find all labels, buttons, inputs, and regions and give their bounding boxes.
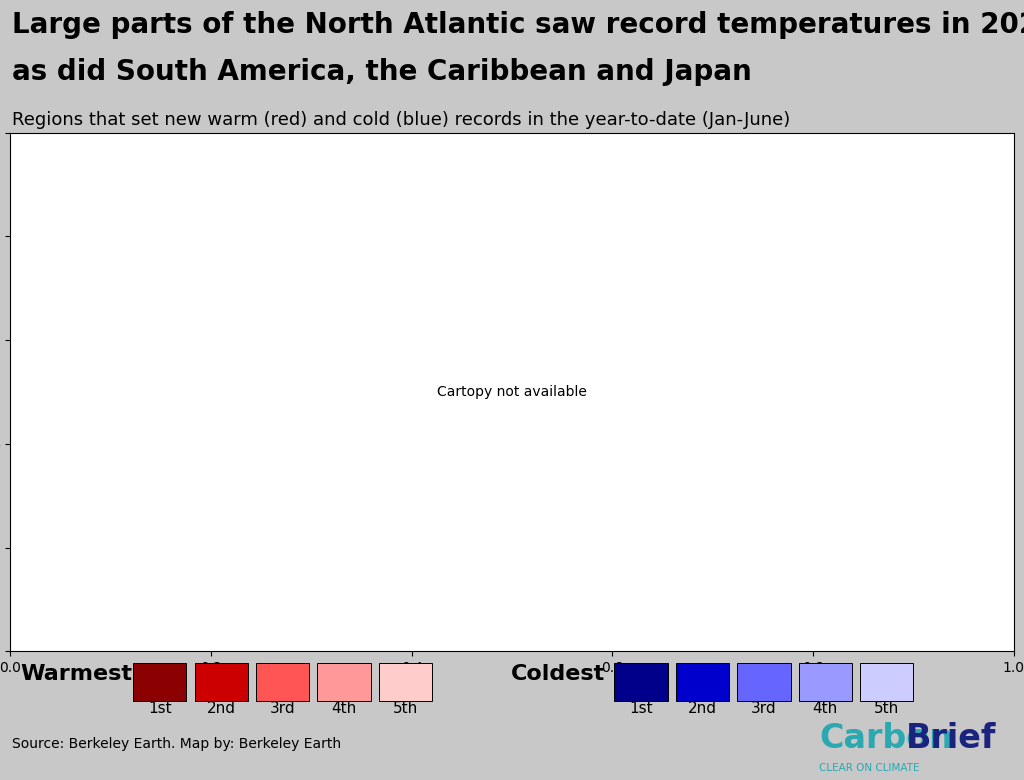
Text: 1st: 1st xyxy=(629,701,653,716)
Text: Warmest: Warmest xyxy=(20,664,133,684)
FancyBboxPatch shape xyxy=(317,662,371,701)
Text: Cartopy not available: Cartopy not available xyxy=(437,385,587,399)
Text: Brief: Brief xyxy=(906,722,996,755)
Text: 2nd: 2nd xyxy=(688,701,717,716)
Text: as did South America, the Caribbean and Japan: as did South America, the Caribbean and … xyxy=(12,58,752,87)
Text: Regions that set new warm (red) and cold (blue) records in the year-to-date (Jan: Regions that set new warm (red) and cold… xyxy=(12,112,791,129)
FancyBboxPatch shape xyxy=(737,662,791,701)
Text: Large parts of the North Atlantic saw record temperatures in 2023,: Large parts of the North Atlantic saw re… xyxy=(12,11,1024,38)
Text: 3rd: 3rd xyxy=(751,701,777,716)
Text: 1st: 1st xyxy=(147,701,172,716)
Text: 2nd: 2nd xyxy=(207,701,236,716)
FancyBboxPatch shape xyxy=(614,662,668,701)
FancyBboxPatch shape xyxy=(379,662,432,701)
FancyBboxPatch shape xyxy=(676,662,729,701)
Text: 5th: 5th xyxy=(874,701,899,716)
Text: 4th: 4th xyxy=(332,701,356,716)
FancyBboxPatch shape xyxy=(195,662,248,701)
FancyBboxPatch shape xyxy=(860,662,913,701)
Text: Carbon: Carbon xyxy=(819,722,953,755)
Text: 3rd: 3rd xyxy=(269,701,296,716)
Text: 5th: 5th xyxy=(393,701,418,716)
FancyBboxPatch shape xyxy=(799,662,852,701)
Text: CLEAR ON CLIMATE: CLEAR ON CLIMATE xyxy=(819,763,920,773)
Text: Coldest: Coldest xyxy=(511,664,605,684)
Text: 4th: 4th xyxy=(813,701,838,716)
Text: Source: Berkeley Earth. Map by: Berkeley Earth: Source: Berkeley Earth. Map by: Berkeley… xyxy=(12,736,341,750)
FancyBboxPatch shape xyxy=(133,662,186,701)
FancyBboxPatch shape xyxy=(256,662,309,701)
